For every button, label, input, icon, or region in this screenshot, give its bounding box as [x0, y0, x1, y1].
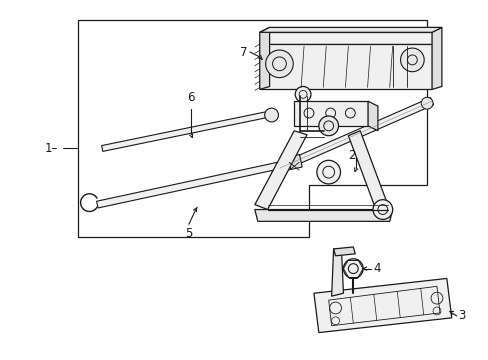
- Circle shape: [295, 86, 310, 102]
- Circle shape: [343, 259, 363, 278]
- Text: 5: 5: [185, 227, 192, 240]
- Polygon shape: [347, 131, 387, 210]
- Polygon shape: [97, 160, 289, 208]
- Polygon shape: [259, 32, 431, 44]
- Polygon shape: [331, 249, 343, 296]
- Circle shape: [265, 50, 293, 78]
- Text: 1–: 1–: [45, 142, 59, 155]
- Polygon shape: [287, 154, 302, 170]
- Text: 7: 7: [240, 45, 247, 59]
- Polygon shape: [333, 247, 355, 256]
- Text: 6: 6: [187, 91, 194, 104]
- Polygon shape: [259, 44, 431, 89]
- Polygon shape: [277, 98, 433, 172]
- Circle shape: [420, 97, 432, 109]
- Polygon shape: [313, 278, 451, 333]
- Polygon shape: [254, 210, 392, 221]
- Polygon shape: [367, 101, 377, 131]
- Polygon shape: [259, 27, 441, 32]
- Circle shape: [372, 200, 392, 219]
- Polygon shape: [269, 163, 281, 177]
- Polygon shape: [431, 27, 441, 89]
- Circle shape: [318, 116, 338, 136]
- Circle shape: [316, 160, 340, 184]
- Circle shape: [400, 48, 423, 72]
- Polygon shape: [102, 110, 275, 152]
- Text: 2: 2: [347, 149, 355, 162]
- Polygon shape: [254, 131, 306, 210]
- Text: 3: 3: [458, 309, 465, 322]
- Text: 4: 4: [372, 262, 380, 275]
- Polygon shape: [259, 27, 269, 89]
- Polygon shape: [294, 101, 367, 126]
- Circle shape: [264, 108, 278, 122]
